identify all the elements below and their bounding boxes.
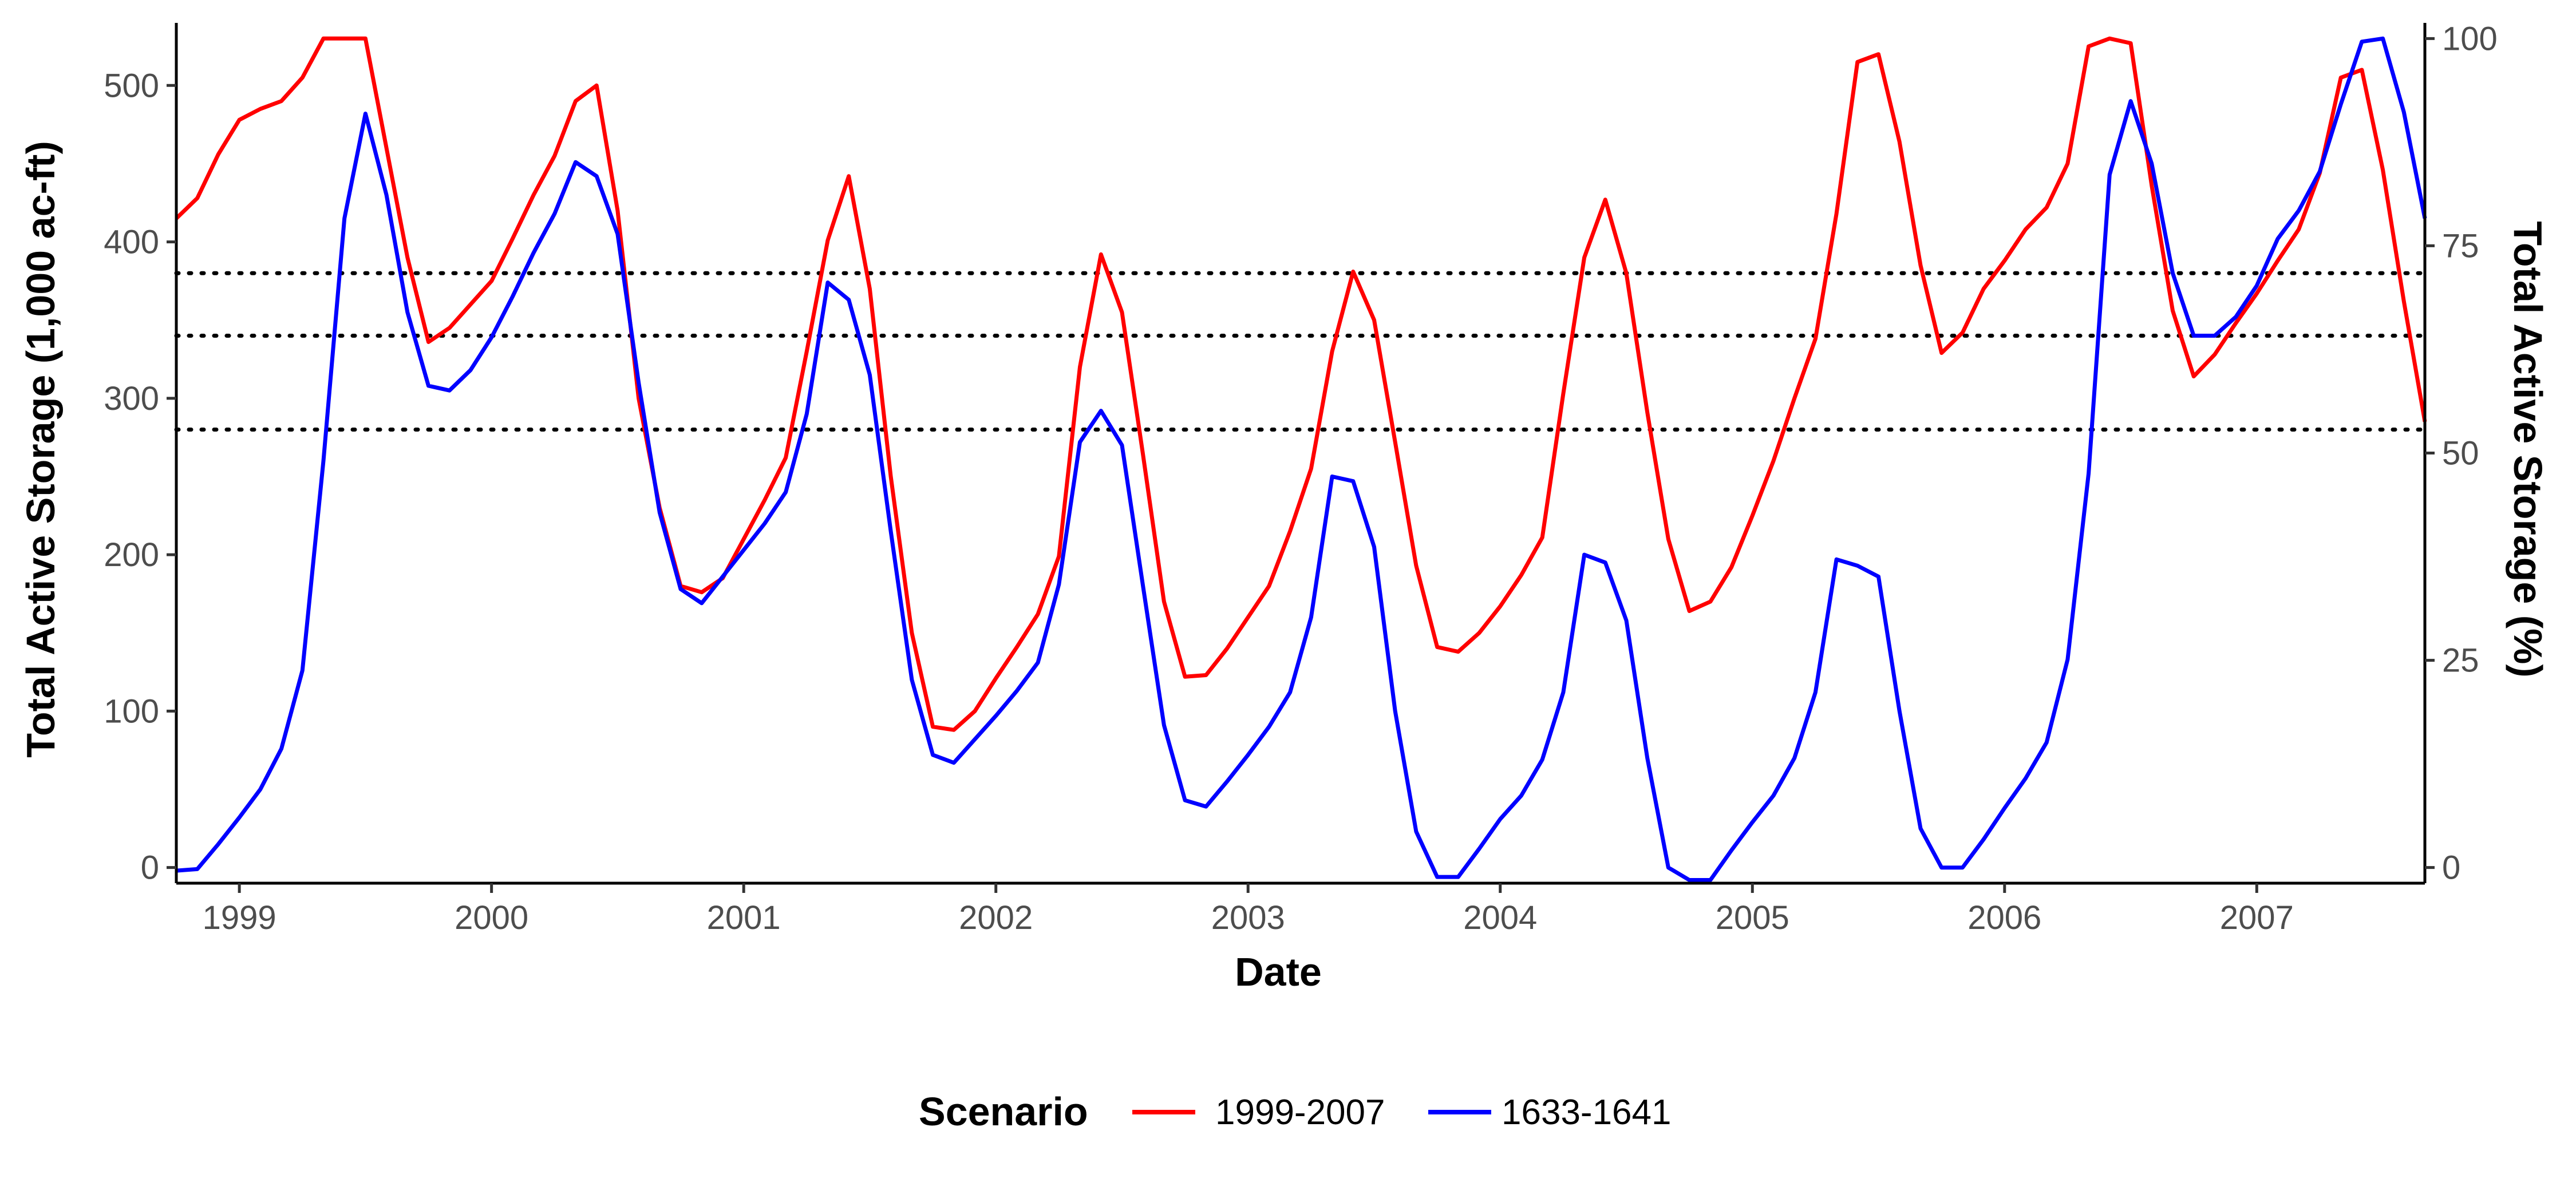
x-tick-label-2004: 2004 bbox=[1463, 899, 1537, 936]
legend-label-1999-2007: 1999-2007 bbox=[1215, 1093, 1385, 1132]
reference-lines bbox=[174, 271, 2427, 432]
y-tick-label-0: 0 bbox=[141, 849, 159, 887]
y-axis-ticks: 0 100 200 300 400 500 bbox=[104, 67, 176, 887]
x-tick-label-2000: 2000 bbox=[455, 899, 528, 936]
y-tick-label-400: 400 bbox=[104, 224, 159, 261]
series-line-1633-1641 bbox=[176, 36, 2427, 882]
x-tick-label-2002: 2002 bbox=[959, 899, 1033, 936]
x-axis-title: Date bbox=[1235, 950, 1322, 994]
x-tick-label-2006: 2006 bbox=[1967, 899, 2041, 936]
x-tick-label-2007: 2007 bbox=[2220, 899, 2294, 936]
legend-label-1633-1641: 1633-1641 bbox=[1502, 1093, 1672, 1132]
x-axis-ticks: 1999 2000 2001 2002 2003 2004 2005 2006 2007 bbox=[203, 883, 2294, 936]
x-tick-label-2001: 2001 bbox=[707, 899, 781, 936]
y-tick-label-200: 200 bbox=[104, 536, 159, 574]
x-tick-label-2005: 2005 bbox=[1716, 899, 1789, 936]
y-axis-title: Total Active Storage (1,000 ac-ft) bbox=[18, 141, 63, 758]
legend: Scenario 1999-2007 1633-1641 bbox=[919, 1089, 1672, 1134]
series-lines bbox=[175, 36, 2427, 882]
x-tick-label-2003: 2003 bbox=[1211, 899, 1285, 936]
y-right-tick-label-75: 75 bbox=[2442, 227, 2479, 264]
y-right-tick-label-100: 100 bbox=[2442, 20, 2498, 57]
y-right-tick-label-0: 0 bbox=[2442, 849, 2460, 887]
y-axis-right-title: Total Active Storage (%) bbox=[2506, 221, 2550, 677]
x-tick-label-1999: 1999 bbox=[203, 899, 276, 936]
series-line-1999-2007 bbox=[175, 36, 2427, 732]
y-tick-label-100: 100 bbox=[104, 693, 159, 730]
y-right-tick-label-50: 50 bbox=[2442, 435, 2479, 472]
y-tick-label-300: 300 bbox=[104, 380, 159, 417]
legend-title: Scenario bbox=[919, 1089, 1088, 1134]
y-right-tick-label-25: 25 bbox=[2442, 642, 2479, 679]
y-axis-right-ticks: 0 25 50 75 100 bbox=[2425, 20, 2498, 887]
y-tick-label-500: 500 bbox=[104, 67, 159, 104]
